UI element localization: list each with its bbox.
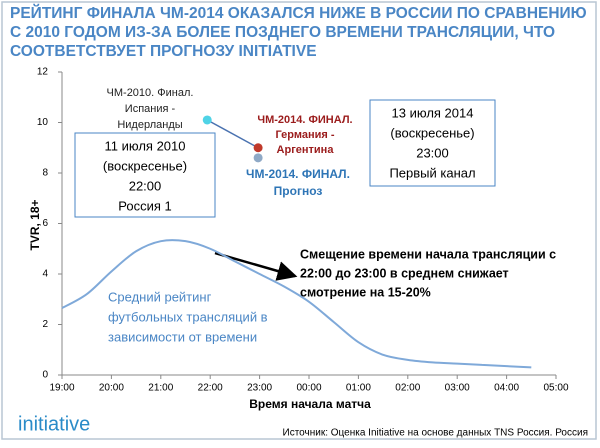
point-label: Испания - (125, 103, 176, 115)
y-tick-label: 2 (42, 319, 48, 330)
point-label: Германия - (275, 129, 334, 141)
note: Смещение времени начала трансляции с (300, 247, 556, 261)
info-text: (воскресенье) (103, 158, 187, 173)
point-label: ЧМ-2014. ФИНАЛ. (246, 167, 350, 181)
x-tick-label: 21:00 (148, 383, 173, 394)
x-tick-label: 05:00 (543, 383, 568, 394)
info-text: Россия 1 (118, 198, 171, 213)
point-label: Прогноз (274, 184, 323, 198)
logo: initiative (18, 413, 90, 435)
info-text: 22:00 (129, 178, 162, 193)
y-tick-label: 4 (42, 269, 48, 280)
note: смотрение на 15-20% (300, 285, 431, 299)
point (202, 115, 212, 125)
point-label: ЧМ-2014. ФИНАЛ. (257, 114, 352, 126)
y-tick-label: 6 (42, 218, 48, 229)
x-axis-label: Время начала матча (249, 397, 371, 411)
connector (206, 119, 259, 149)
series-label: зависимости от времени (108, 329, 257, 344)
info-text: 13 июля 2014 (392, 105, 474, 120)
point (253, 143, 263, 153)
point (253, 153, 263, 163)
info-text: Первый канал (389, 165, 475, 180)
x-tick-label: 03:00 (445, 383, 470, 394)
x-tick-label: 19:00 (49, 383, 74, 394)
info-box (369, 99, 496, 187)
y-tick-label: 12 (37, 67, 49, 78)
title: С 2010 ГОДОМ ИЗ-ЗА БОЛЕЕ ПОЗДНЕГО ВРЕМЕН… (10, 24, 555, 41)
x-tick-label: 22:00 (198, 383, 223, 394)
info-text: 23:00 (416, 145, 449, 160)
info-box (74, 132, 216, 218)
x-tick-label: 20:00 (99, 383, 124, 394)
info-text: (воскресенье) (390, 125, 474, 140)
point-label: ЧМ-2010. Финал. (107, 87, 194, 99)
y-axis-label: TVR, 18+ (28, 199, 42, 250)
series-label: футбольных трансляций в (108, 309, 268, 324)
x-tick-label: 02:00 (395, 383, 420, 394)
x-tick-label: 00:00 (296, 383, 321, 394)
title: РЕЙТИНГ ФИНАЛА ЧМ-2014 ОКАЗАЛСЯ НИЖЕ В Р… (10, 4, 587, 22)
line (61, 239, 532, 369)
series-label: Средний рейтинг (108, 289, 212, 304)
x-tick-label: 23:00 (247, 383, 272, 394)
x-tick-label: 04:00 (494, 383, 519, 394)
source: Источник: Оценка Initiative на основе да… (283, 428, 589, 439)
title: СООТВЕТСТВУЕТ ПРОГНОЗУ INITIATIVE (10, 43, 317, 60)
point-label: Аргентина (277, 144, 335, 156)
y-tick-label: 10 (37, 117, 49, 128)
x-tick-label: 01:00 (346, 383, 371, 394)
point-label: Нидерланды (117, 119, 182, 131)
frame (1, 1, 597, 440)
info-text: 11 июля 2010 (105, 138, 186, 153)
y-tick-label: 0 (42, 370, 48, 381)
y-tick-label: 8 (42, 168, 48, 179)
note: 22:00 до 23:00 в среднем снижает (300, 266, 509, 280)
